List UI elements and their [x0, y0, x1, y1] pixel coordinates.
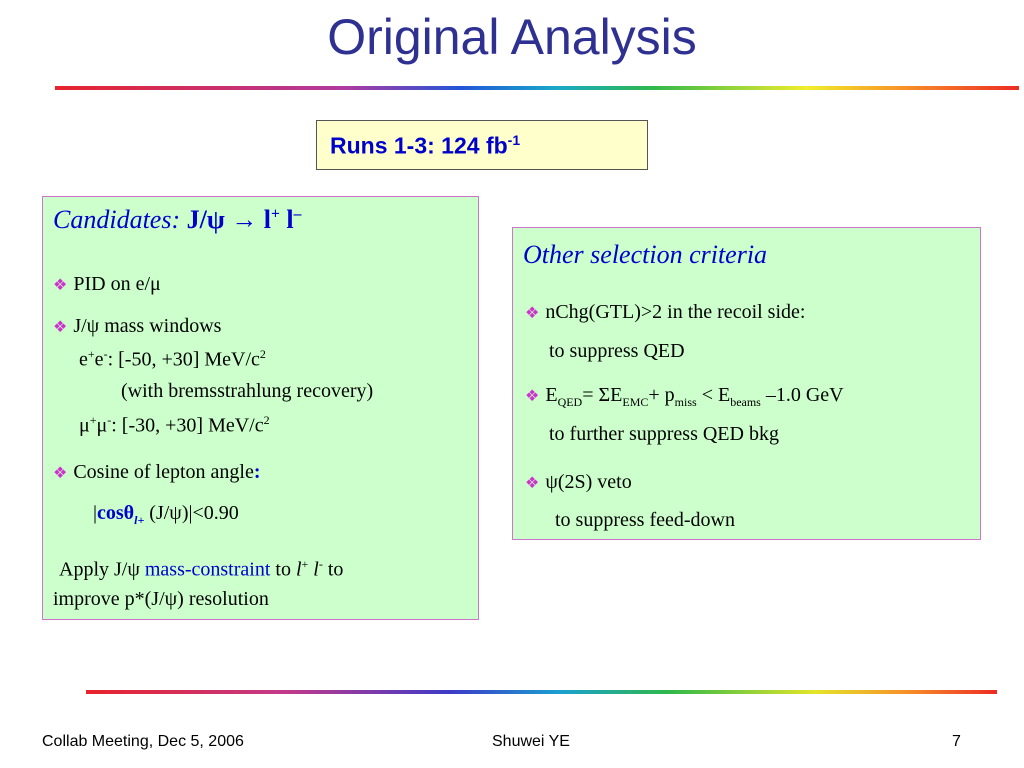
mm-sup3: 2	[263, 413, 270, 427]
candidates-box: Candidates: J/ψ → l+ l– ❖ PID on e/μ ❖ J/ψ…	[42, 196, 479, 620]
formula-l2: l	[279, 205, 294, 234]
apply-text: Apply J/ψ	[59, 558, 145, 581]
selection-heading: Other selection criteria	[523, 240, 768, 269]
runs-superscript: -1	[507, 132, 521, 148]
mass-constraint-text: mass-constraint	[144, 558, 271, 581]
apply-l1: l	[295, 558, 302, 581]
ee-sup3: 2	[259, 347, 266, 361]
e-sub-beams: beams	[730, 395, 761, 409]
e-sub-miss: miss	[674, 395, 697, 409]
footer-meeting: Collab Meeting, Dec 5, 2006	[42, 733, 244, 750]
formula-sup-minus: –	[293, 205, 302, 223]
diamond-bullet-icon: ❖	[53, 465, 68, 482]
apply-sup1: +	[301, 557, 309, 571]
brem-line: (with bremsstrahlung recovery)	[121, 380, 374, 402]
mm-sup1: +	[89, 413, 97, 427]
slide-title: Original Analysis	[327, 9, 697, 65]
diamond-bullet-icon: ❖	[53, 277, 68, 294]
cosine-text: Cosine of lepton angle	[73, 461, 254, 483]
list-item: ❖ Cosine of lepton angle:	[53, 461, 261, 484]
footer-page-number: 7	[952, 733, 961, 750]
formula-sup-plus: +	[270, 205, 280, 223]
ee-sup2: -	[103, 347, 108, 361]
pid-text: PID on e/μ	[73, 273, 161, 295]
runs-text: Runs 1-3: 124 fb	[330, 132, 508, 159]
selection-criteria-box: Other selection criteria ❖ nChg(GTL)>2 in…	[512, 227, 981, 540]
qed-subline: to further suppress QED bkg	[549, 423, 779, 445]
psi-veto-text: ψ(2S) veto	[545, 471, 632, 493]
candidates-heading: Candidates: J/ψ → l+ l–	[53, 205, 301, 235]
runs-box: Runs 1-3: 124 fb-1	[316, 120, 648, 170]
list-item: ❖ ψ(2S) veto	[525, 471, 632, 494]
e-sub-qed: QED	[557, 395, 583, 409]
diamond-bullet-icon: ❖	[525, 475, 540, 492]
ee-range: : [-50, +30] MeV/c	[107, 348, 260, 371]
apply-l2: l	[308, 558, 319, 581]
apply-line-2: improve p*(J/ψ) resolution	[53, 588, 269, 610]
e-pre: E	[545, 384, 558, 406]
e-post: –1.0 GeV	[760, 384, 844, 406]
mm-mid: μ	[96, 414, 108, 437]
cos-theta: cosθ	[97, 502, 135, 524]
cosine-colon: :	[253, 461, 261, 483]
apply-sup2: -	[318, 557, 323, 571]
candidates-formula: J/ψ → l+ l–	[187, 205, 302, 234]
diamond-bullet-icon: ❖	[53, 319, 68, 336]
top-rainbow-divider	[55, 86, 1019, 90]
apply-to-2: to	[322, 558, 344, 581]
nchg-text: nChg(GTL)>2 in the recoil side:	[545, 301, 806, 323]
cos-sub: l+	[134, 513, 145, 527]
list-item: ❖ J/ψ mass windows	[53, 315, 221, 338]
diamond-bullet-icon: ❖	[525, 388, 540, 405]
mm-range: : [-30, +30] MeV/c	[111, 414, 264, 437]
cos-rest: (J/ψ)|<0.90	[144, 502, 239, 524]
apply-line-1: Apply J/ψ mass-constraint to l+ l- to	[59, 557, 343, 582]
ee-sup1: +	[87, 347, 95, 361]
bottom-rainbow-divider	[86, 690, 997, 694]
mumu-window-line: μ+μ-: [-30, +30] MeV/c2	[79, 413, 270, 438]
ee-window-line: e+e-: [-50, +30] MeV/c2	[79, 347, 266, 372]
cos-bar: |	[93, 502, 98, 524]
e-sub-emc: EMC	[622, 395, 649, 409]
list-item: ❖ EQED= ΣEEMC+ pmiss < Ebeams –1.0 GeV	[525, 384, 844, 410]
formula-main: J/ψ → l	[186, 205, 271, 234]
e-mid1: = ΣE	[582, 384, 623, 406]
diamond-bullet-icon: ❖	[525, 305, 540, 322]
candidates-label: Candidates:	[53, 205, 181, 234]
e-mid3: < E	[696, 384, 731, 406]
apply-to: to	[270, 558, 296, 581]
ee-mid: e	[94, 348, 104, 371]
ee-pre: e	[79, 348, 88, 371]
list-item: ❖ nChg(GTL)>2 in the recoil side:	[525, 301, 805, 324]
mm-sup2: -	[107, 413, 112, 427]
footer-author: Shuwei YE	[492, 733, 570, 750]
list-item: ❖ PID on e/μ	[53, 273, 161, 296]
mass-windows-text: J/ψ mass windows	[73, 315, 222, 337]
psi-subline: to suppress feed-down	[555, 509, 735, 531]
mm-pre: μ	[79, 414, 90, 437]
e-mid2: + p	[648, 384, 675, 406]
nchg-subline: to suppress QED	[549, 340, 685, 362]
cos-cut-line: |cosθl+ (J/ψ)|<0.90	[93, 502, 239, 528]
